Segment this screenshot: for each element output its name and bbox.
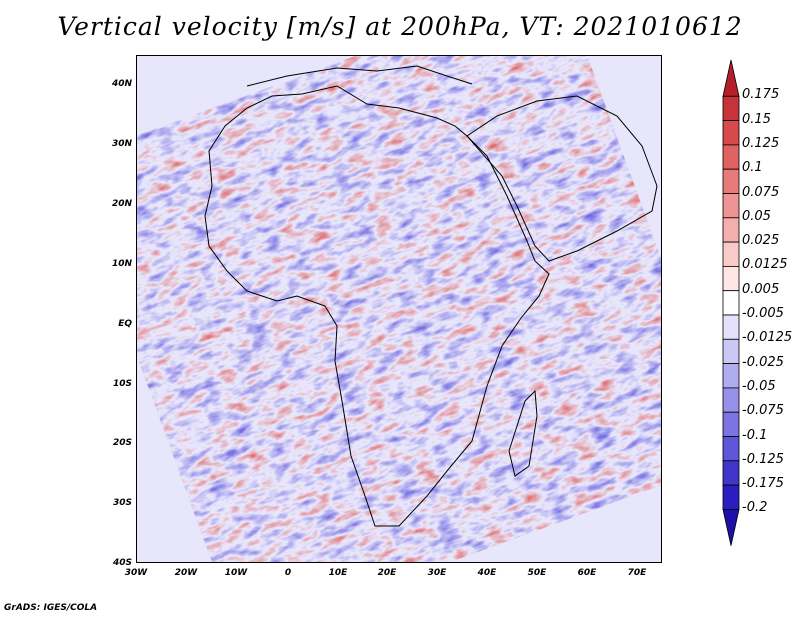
- colorbar-box: [722, 290, 740, 316]
- colorbar-label: 0.125: [742, 135, 780, 151]
- lat-label: 10N: [111, 259, 132, 269]
- lat-label: 30S: [112, 498, 132, 508]
- colorbar-label: 0.025: [742, 233, 780, 249]
- colorbar-label: 0.1: [742, 160, 763, 176]
- colorbar-top-triangle: [722, 59, 740, 97]
- lon-label: 0: [284, 568, 292, 578]
- colorbar-box: [722, 144, 740, 170]
- colorbar-box: [722, 193, 740, 219]
- map-title: Vertical velocity [m/s] at 200hPa, VT: 2…: [57, 12, 743, 41]
- lat-label: 40N: [111, 79, 132, 89]
- colorbar-box: [722, 436, 740, 462]
- lon-label: 40E: [477, 568, 497, 578]
- lon-label: 30E: [427, 568, 447, 578]
- colorbar-label: -0.1: [742, 427, 768, 443]
- colorbar-box: [722, 217, 740, 243]
- coastline: [204, 85, 550, 527]
- colorbar-label: 0.075: [742, 184, 780, 200]
- colorbar-label: -0.05: [742, 378, 776, 394]
- colorbar-box: [722, 484, 740, 510]
- madagascar-coastline: [508, 389, 538, 477]
- velocity-pattern: [137, 56, 661, 562]
- colorbar: [722, 59, 740, 546]
- colorbar-label: 0.05: [742, 208, 771, 224]
- lon-label: 50E: [527, 568, 547, 578]
- lat-label: EQ: [118, 319, 132, 329]
- colorbar-box: [722, 265, 740, 292]
- colorbar-box: [722, 363, 740, 389]
- vertical-velocity-field: [137, 56, 661, 562]
- colorbar-box: [722, 387, 740, 413]
- arabia-coastline: [466, 95, 658, 262]
- lat-label: 40S: [112, 558, 132, 568]
- colorbar-label: -0.075: [742, 403, 784, 419]
- colorbar-label: 0.0125: [742, 257, 788, 273]
- colorbar-box: [722, 168, 740, 194]
- colorbar-label: 0.15: [742, 111, 771, 127]
- colorbar-box: [722, 411, 740, 437]
- credit-text: GrADS: IGES/COLA: [4, 603, 98, 613]
- lat-label: 20S: [112, 438, 132, 448]
- colorbar-box: [722, 338, 740, 364]
- colorbar-box: [722, 314, 740, 340]
- lon-label: 30W: [124, 568, 148, 578]
- lat-label: 20N: [111, 199, 132, 209]
- colorbar-label: -0.125: [742, 451, 784, 467]
- lon-label: 10E: [328, 568, 348, 578]
- lon-label: 20E: [377, 568, 397, 578]
- colorbar-box: [722, 460, 740, 486]
- colorbar-bottom-triangle: [722, 508, 740, 546]
- colorbar-label: -0.0125: [742, 330, 793, 346]
- lon-label: 70E: [627, 568, 647, 578]
- colorbar-box: [722, 95, 740, 121]
- mediterranean-coastline: [246, 65, 473, 87]
- lat-label: 30N: [111, 139, 132, 149]
- lon-label: 10W: [224, 568, 248, 578]
- colorbar-label: -0.2: [742, 500, 768, 516]
- colorbar-label: -0.005: [742, 306, 784, 321]
- colorbar-label: -0.025: [742, 354, 784, 370]
- map-panel: [136, 55, 662, 563]
- colorbar-label: 0.175: [742, 87, 780, 103]
- lon-label: 20W: [174, 568, 198, 578]
- colorbar-label: -0.175: [742, 476, 784, 492]
- lat-label: 10S: [112, 379, 132, 389]
- colorbar-box: [722, 120, 740, 146]
- lon-label: 60E: [577, 568, 597, 578]
- colorbar-label: 0.005: [742, 281, 780, 297]
- colorbar-box: [722, 241, 740, 267]
